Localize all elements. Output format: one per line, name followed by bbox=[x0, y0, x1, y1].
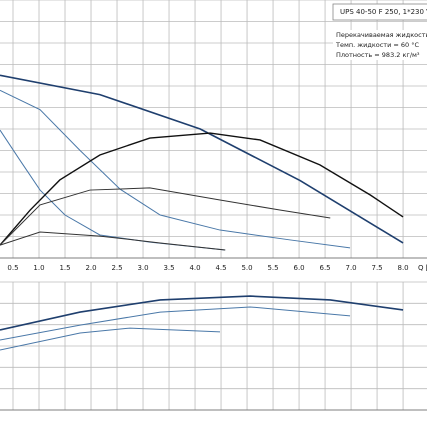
x-tick-label: 7.5 bbox=[372, 264, 383, 272]
annotation: Темп. жидкости = 60 °C bbox=[335, 41, 419, 49]
curve bbox=[0, 327, 221, 351]
x-tick-label: 3.5 bbox=[163, 264, 174, 272]
x-tick-label: 3.0 bbox=[137, 264, 148, 272]
x-tick-label: 7.0 bbox=[345, 264, 356, 272]
x-tick-label: 1.5 bbox=[59, 264, 70, 272]
x-tick-label: 5.0 bbox=[241, 264, 252, 272]
info-box bbox=[332, 3, 427, 21]
x-tick-label: 4.0 bbox=[189, 264, 200, 272]
x-axis-label: Q [ bbox=[418, 264, 427, 272]
annotation: Перекачиваемая жидкость = В bbox=[336, 31, 427, 39]
annotation: Плотность = 983.2 кг/м³ bbox=[336, 51, 420, 59]
info-bg bbox=[333, 50, 427, 60]
info-title: UPS 40-50 F 250, 1*230 V, bbox=[340, 8, 427, 16]
x-tick-label: 6.5 bbox=[319, 264, 330, 272]
curve bbox=[0, 89, 351, 249]
x-tick-label: 6.0 bbox=[293, 264, 304, 272]
curve bbox=[0, 231, 226, 251]
x-tick-label: 5.5 bbox=[267, 264, 278, 272]
x-tick-label: 0.5 bbox=[7, 264, 18, 272]
curve bbox=[0, 74, 404, 244]
info-bg bbox=[333, 30, 427, 40]
x-tick-label: 4.5 bbox=[215, 264, 226, 272]
curve bbox=[0, 306, 351, 341]
x-tick-label: 2.5 bbox=[111, 264, 122, 272]
x-tick-label: 2.0 bbox=[85, 264, 96, 272]
curve bbox=[0, 187, 331, 246]
info-bg bbox=[333, 40, 427, 50]
curve bbox=[0, 295, 404, 331]
x-tick-label: 8.0 bbox=[398, 264, 409, 272]
curve bbox=[0, 132, 404, 246]
x-tick-label: 1.0 bbox=[33, 264, 44, 272]
